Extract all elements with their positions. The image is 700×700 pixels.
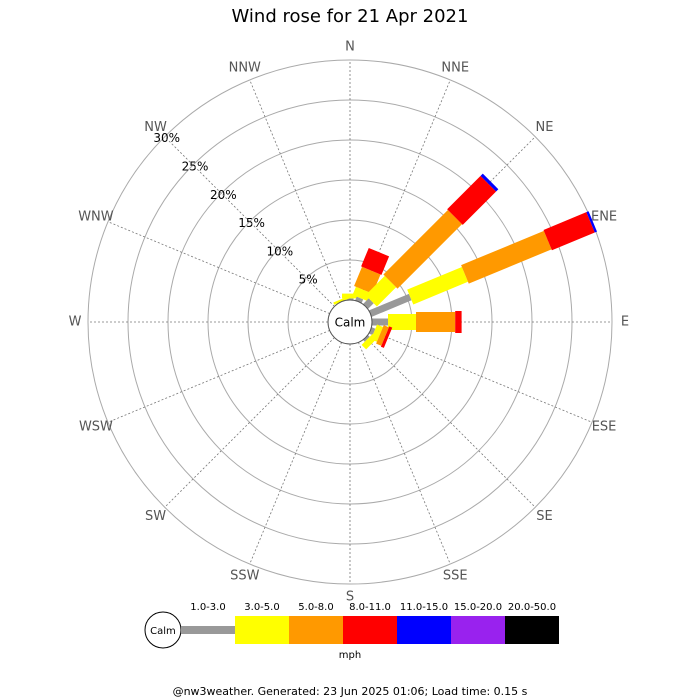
legend-swatch xyxy=(289,616,343,644)
direction-label: ESE xyxy=(592,420,617,435)
legend-swatch xyxy=(397,616,451,644)
bar-segment xyxy=(455,311,462,333)
legend-label: 5.0-8.0 xyxy=(298,602,333,613)
spoke xyxy=(370,330,593,423)
calm-circle xyxy=(327,299,373,345)
legend-calm-label: Calm xyxy=(150,626,176,637)
grid-ring xyxy=(87,59,613,585)
bar-segment xyxy=(380,326,393,348)
chart-title: Wind rose for 21 Apr 2021 xyxy=(232,6,469,27)
bar-segment xyxy=(376,325,389,346)
bar-segment xyxy=(407,267,468,305)
legend-swatch xyxy=(505,616,559,644)
legend-swatch xyxy=(451,616,505,644)
direction-label: N xyxy=(345,40,355,55)
bar-segment xyxy=(355,296,364,304)
spoke xyxy=(358,342,451,565)
bar-segment xyxy=(363,335,370,342)
direction-label: WSW xyxy=(79,420,113,435)
footer: @nw3weather. Generated: 23 Jun 2025 01:0… xyxy=(173,685,528,698)
bar-segment xyxy=(368,293,412,317)
calm-label: Calm xyxy=(335,316,366,330)
bar-segment xyxy=(372,318,388,326)
bar-segment xyxy=(388,314,416,330)
spoke xyxy=(164,337,335,508)
legend-label: 8.0-11.0 xyxy=(349,602,391,613)
legend-label: 11.0-15.0 xyxy=(400,602,448,613)
bar-segment xyxy=(352,286,371,302)
bar-segment xyxy=(346,298,354,300)
legend-swatch xyxy=(343,616,397,644)
direction-label: NNW xyxy=(229,60,261,75)
direction-label: NW xyxy=(144,120,167,135)
bar-segment xyxy=(461,230,552,284)
legend-label: 15.0-20.0 xyxy=(454,602,502,613)
direction-label: SW xyxy=(145,509,166,524)
legend-swatch xyxy=(181,626,235,634)
legend-label: 3.0-5.0 xyxy=(244,602,279,613)
legend-unit: mph xyxy=(339,650,361,661)
spoke xyxy=(107,221,330,314)
spoke xyxy=(249,79,342,302)
bar-segment xyxy=(586,211,598,233)
bar-segment xyxy=(543,212,595,251)
direction-label: SSW xyxy=(230,569,260,584)
direction-label: E xyxy=(621,315,629,330)
legend: Calm mph 1.0-3.0 3.0-5.0 5.0-8.0 8.0-11.0 11… xyxy=(144,602,559,661)
bar-segment xyxy=(365,275,397,307)
grid: 5%10%15%20%25%30%NNNENEENEEESESESSESSSWS… xyxy=(69,40,630,605)
bar-segment xyxy=(361,333,378,350)
spoke xyxy=(249,342,342,565)
spoke xyxy=(164,136,335,307)
direction-label: S xyxy=(346,590,354,605)
bar-segment xyxy=(361,247,390,275)
direction-label: WNW xyxy=(78,209,114,224)
direction-label: NE xyxy=(535,120,553,135)
bar-segment xyxy=(447,175,497,225)
bar-segment xyxy=(368,327,376,336)
bars xyxy=(333,173,598,350)
direction-label: ENE xyxy=(591,209,617,224)
spoke xyxy=(365,337,536,508)
bar-segment xyxy=(333,296,349,305)
bar-segment xyxy=(383,209,463,289)
direction-label: SSE xyxy=(443,569,468,584)
legend-swatch xyxy=(235,616,289,644)
direction-label: W xyxy=(69,315,82,330)
bar-segment xyxy=(342,293,358,299)
direction-label: SE xyxy=(536,509,552,524)
legend-label: 1.0-3.0 xyxy=(190,602,225,613)
spoke xyxy=(107,330,330,423)
bar-segment xyxy=(415,312,456,332)
legend-label: 20.0-50.0 xyxy=(508,602,556,613)
direction-label: NNE xyxy=(441,60,469,75)
bar-segment xyxy=(480,173,499,192)
